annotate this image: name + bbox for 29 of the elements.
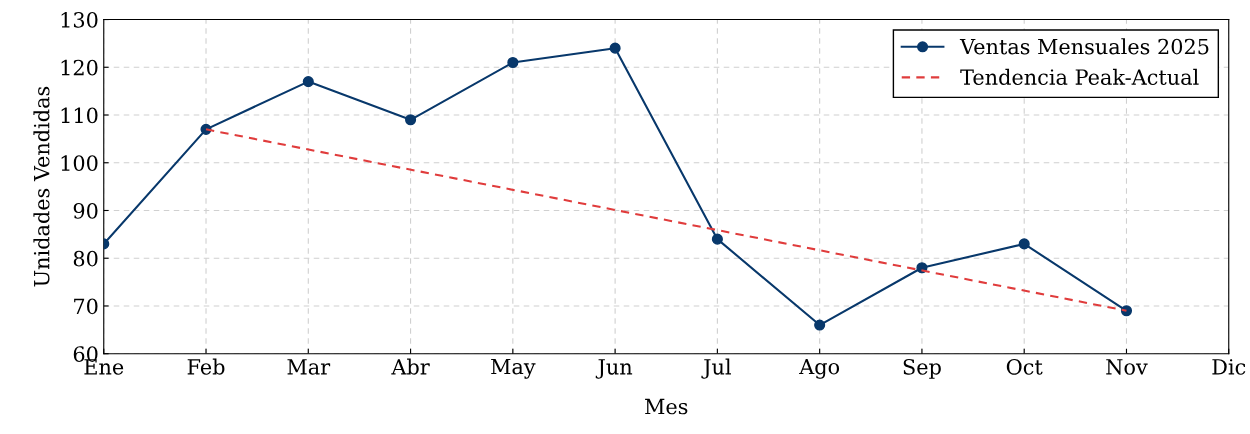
y-tick-label: 100 xyxy=(61,155,98,171)
y-tick-label: 120 xyxy=(61,59,98,76)
point xyxy=(405,114,417,126)
y-tick-label: 70 xyxy=(74,298,98,315)
y-tick-label: 90 xyxy=(73,202,98,219)
point xyxy=(609,42,621,54)
y-tick-label: 80 xyxy=(73,250,98,267)
x-tick-label: Sep xyxy=(903,358,941,379)
x-axis-title: Mes xyxy=(645,398,688,415)
point xyxy=(711,233,723,245)
x-tick-label: Ago xyxy=(799,358,840,379)
point xyxy=(814,319,826,331)
x-tick-label: May xyxy=(491,358,536,379)
x-tick-label: Oct xyxy=(1006,358,1043,375)
x-tick-label: Nov xyxy=(1106,359,1148,375)
point xyxy=(302,76,314,88)
y-axis-title: Unidades Vendidas xyxy=(33,86,50,287)
x-tick-label: Feb xyxy=(187,358,225,375)
point xyxy=(1018,238,1030,250)
x-tick-label: Jun xyxy=(595,359,633,379)
x-tick-label: Abr xyxy=(391,358,430,375)
x-tick-label: Mar xyxy=(287,359,331,375)
y-tick-label: 130 xyxy=(61,11,98,28)
y-tick-label: 110 xyxy=(61,107,98,124)
point xyxy=(507,56,519,69)
x-tick-label: Dic xyxy=(1212,359,1246,375)
x-tick-label: Jul xyxy=(701,358,731,379)
legend-label: Ventas Mensuales 2025 xyxy=(959,38,1209,55)
legend-label: Tendencia Peak-Actual xyxy=(960,68,1199,85)
